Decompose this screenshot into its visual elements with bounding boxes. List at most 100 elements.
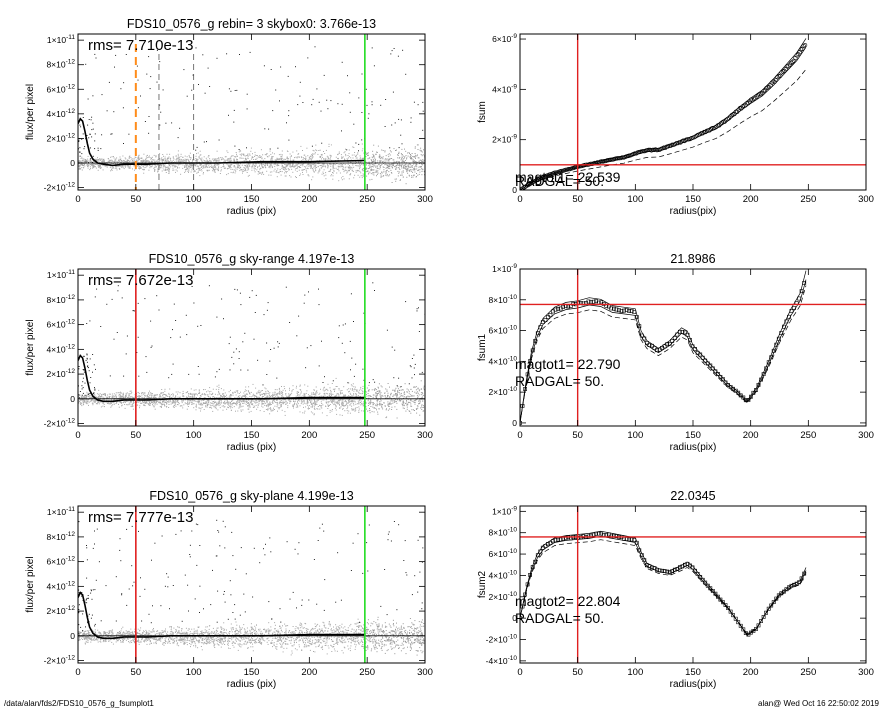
pixel-point [275, 163, 277, 165]
y-tick-label: 2×10-12 [46, 132, 75, 143]
pixel-point [220, 167, 222, 169]
pixel-point [297, 401, 299, 403]
pixel-point [192, 164, 194, 166]
pixel-point [385, 163, 387, 165]
pixel-point [176, 157, 178, 159]
pixel-point [376, 409, 377, 411]
pixel-point [168, 161, 169, 163]
pixel-point [339, 414, 341, 416]
pixel-point [220, 159, 222, 161]
pixel-point [356, 403, 358, 405]
pixel-point [341, 166, 343, 167]
pixel-point [165, 169, 167, 171]
pixel-point [84, 401, 86, 403]
pixel-point [305, 166, 306, 168]
pixel-point [177, 401, 179, 403]
pixel-point [195, 149, 197, 151]
pixel-point [80, 163, 82, 165]
pixel-point [417, 396, 419, 398]
pixel-point [189, 393, 191, 395]
pixel-point [312, 176, 314, 178]
pixel-point [206, 169, 208, 171]
pixel-point [88, 137, 90, 139]
pixel-point [150, 396, 152, 398]
pixel-point [262, 396, 264, 397]
x-axis-label: radius (pix) [227, 206, 276, 217]
pixel-point [78, 165, 80, 167]
pixel-point [336, 400, 338, 402]
pixel-point [261, 396, 263, 398]
pixel-point [96, 163, 98, 165]
pixel-point [131, 401, 133, 403]
pixel-point [148, 132, 150, 134]
pixel-point [349, 111, 351, 113]
pixel-point [128, 395, 130, 397]
pixel-point [398, 172, 400, 174]
pixel-point [337, 103, 339, 105]
pixel-point [168, 158, 170, 160]
pixel-point [292, 164, 294, 166]
pixel-point [118, 401, 120, 403]
pixel-point [141, 396, 143, 398]
pixel-point [365, 156, 367, 158]
pixel-point [307, 167, 308, 169]
pixel-point [326, 388, 328, 390]
pixel-point [377, 165, 378, 167]
pixel-point [172, 400, 174, 402]
pixel-point [249, 405, 251, 407]
pixel-point [350, 396, 352, 398]
pixel-point [139, 165, 141, 167]
pixel-point [400, 179, 401, 181]
pixel-point [395, 393, 397, 395]
pixel-point [228, 396, 230, 398]
pixel-point [231, 403, 233, 405]
pixel-point [298, 166, 300, 167]
pixel-point [312, 167, 314, 169]
pixel-point [419, 401, 421, 402]
pixel-point [97, 165, 99, 167]
pixel-point [373, 174, 375, 176]
pixel-point [91, 136, 93, 138]
pixel-point [403, 393, 405, 395]
pixel-point [262, 154, 264, 156]
pixel-point [303, 406, 304, 408]
pixel-point [238, 165, 240, 167]
pixel-point [295, 387, 297, 389]
pixel-point [339, 404, 340, 406]
pixel-point [303, 395, 305, 397]
pixel-point [308, 399, 310, 401]
pixel-point [209, 160, 211, 162]
pixel-point [86, 159, 88, 161]
pixel-point [388, 406, 390, 407]
pixel-point [223, 405, 224, 407]
pixel-point [159, 124, 161, 126]
pixel-point [212, 388, 214, 390]
pixel-point [253, 405, 255, 407]
pixel-point [323, 162, 325, 164]
pixel-point [351, 389, 353, 391]
pixel-point [272, 394, 274, 396]
pixel-point [346, 410, 348, 412]
pixel-point [355, 142, 357, 144]
pixel-point [240, 167, 242, 169]
pixel-point [226, 402, 228, 404]
pixel-point [418, 390, 420, 392]
pixel-point [375, 153, 377, 155]
pixel-point [396, 393, 398, 395]
pixel-point [350, 393, 352, 395]
pixel-point [197, 166, 199, 168]
pixel-point [398, 400, 400, 402]
pixel-point [316, 408, 318, 410]
pixel-point [83, 396, 84, 398]
pixel-point [115, 159, 117, 161]
pixel-point [262, 166, 263, 168]
pixel-point [238, 404, 240, 406]
pixel-point [162, 394, 164, 396]
pixel-point [346, 403, 348, 405]
pixel-point [119, 396, 121, 398]
pixel-point [163, 393, 165, 395]
pixel-point [421, 392, 423, 394]
pixel-point [361, 163, 363, 165]
pixel-point [193, 389, 195, 391]
pixel-point [408, 163, 410, 165]
